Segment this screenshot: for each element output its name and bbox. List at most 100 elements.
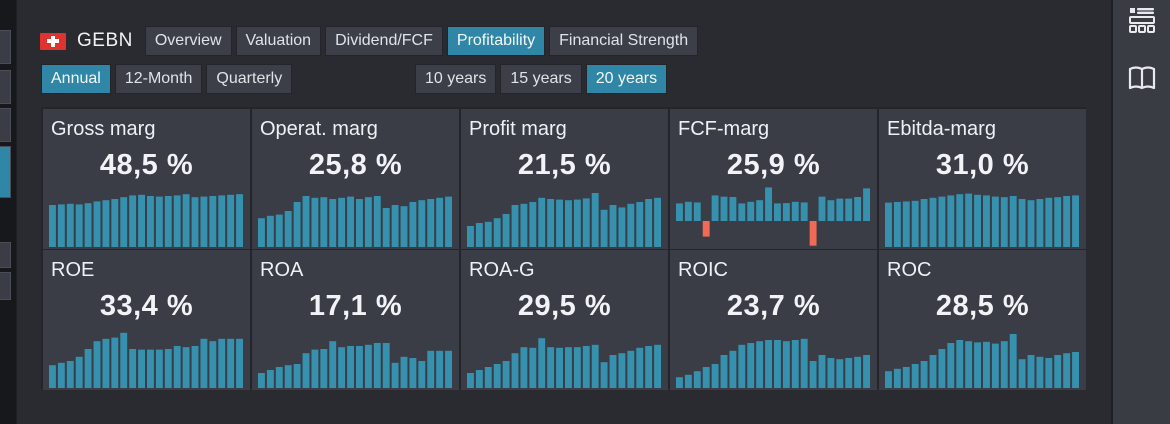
sparkline-bar [965, 341, 973, 388]
period-annual-button[interactable]: Annual [41, 64, 111, 94]
sparkline-bar [258, 373, 265, 388]
metric-card-roa[interactable]: ROA 17,1 % [252, 250, 459, 390]
period-12-month-button[interactable]: 12-Month [114, 64, 203, 94]
metric-card-ebitda-margin[interactable]: Ebitda-marg 31,0 % [879, 109, 1086, 249]
range-20-years-button[interactable]: 20 years [585, 64, 668, 94]
metric-card-profit-margin[interactable]: Profit marg 21,5 % [461, 109, 668, 249]
sparkline-bar [191, 346, 199, 388]
book-button[interactable] [1126, 62, 1158, 94]
sparkline-bar [627, 203, 635, 247]
sparkline-bar [1000, 341, 1008, 388]
sparkline-bar [836, 359, 844, 388]
tab-valuation[interactable]: Valuation [235, 26, 322, 56]
sparkline-bar [947, 343, 955, 388]
sparkline-bar [845, 358, 853, 388]
metric-value: 31,0 % [935, 149, 1030, 181]
sparkline-bar [863, 188, 870, 221]
metric-title: ROA-G [469, 259, 535, 281]
sparkline-bar [338, 347, 346, 388]
sparkline-bar [57, 362, 65, 388]
left-panel-tab-active[interactable] [0, 146, 11, 198]
tab-profitability[interactable]: Profitability [446, 26, 546, 56]
sparkline-bar [800, 338, 808, 388]
sparkline-bar [391, 362, 399, 388]
sparkline-bar [747, 201, 755, 221]
sparkline-bar [93, 341, 101, 388]
left-panel-tab[interactable] [0, 108, 11, 142]
sparkline-bar [266, 370, 274, 388]
sparkline-bar [1063, 196, 1071, 247]
sparkline-bar [885, 371, 892, 388]
metric-card-fcf-margin[interactable]: FCF-marg 25,9 % [670, 109, 877, 249]
sparkline-bar [75, 204, 83, 247]
metric-card-roic[interactable]: ROIC 23,7 % [670, 250, 877, 390]
sparkline-bar [1027, 200, 1035, 247]
sparkline-bar [636, 202, 644, 247]
sparkline-bar [654, 197, 661, 247]
panel-layout-button[interactable] [1126, 4, 1158, 36]
sparkline-bar [818, 196, 826, 221]
sparkline-bar [57, 204, 65, 247]
metric-value: 25,9 % [726, 149, 821, 181]
range-15-years-button[interactable]: 15 years [500, 64, 582, 94]
left-panel-edge [0, 0, 16, 424]
sparkline-bar [702, 367, 710, 388]
sparkline-bar [93, 201, 101, 247]
sparkline-bar [218, 338, 226, 388]
sparkline-bar [938, 196, 946, 247]
metric-card-roe[interactable]: ROE 33,4 % [43, 250, 250, 390]
left-panel-tab[interactable] [0, 272, 11, 300]
sparkline-bar [991, 196, 999, 247]
sparkline-bar [467, 226, 474, 247]
metric-card-roc[interactable]: ROC 28,5 % [879, 250, 1086, 390]
left-panel-tab[interactable] [0, 242, 11, 268]
tab-dividend-fcf[interactable]: Dividend/FCF [325, 26, 443, 56]
sparkline-bar [275, 214, 283, 247]
metric-value: 29,5 % [517, 290, 612, 322]
metric-card-operating-margin[interactable]: Operat. marg 25,8 % [252, 109, 459, 249]
sparkline-bar [836, 198, 844, 221]
metric-sparkline [49, 332, 243, 388]
sparkline-bar [854, 197, 862, 221]
range-10-years-button[interactable]: 10 years [415, 64, 497, 94]
metric-card-gross-margin[interactable]: Gross marg 48,5 % [43, 109, 250, 249]
sparkline-bar [591, 344, 599, 388]
sparkline-bar [111, 337, 119, 388]
sparkline-bar [902, 201, 910, 247]
left-panel-tab[interactable] [0, 30, 11, 64]
sparkline-bar [493, 218, 501, 247]
sparkline-bar [155, 196, 163, 247]
period-quarterly-button[interactable]: Quarterly [206, 64, 293, 94]
sparkline-bar [475, 370, 483, 388]
sparkline-bar [293, 364, 301, 388]
sparkline-bar [436, 350, 444, 388]
sparkline-bar [1027, 355, 1035, 388]
sparkline-bar [782, 203, 790, 221]
sparkline-bar [209, 196, 217, 247]
sparkline-bar [782, 341, 790, 388]
tab-financial-strength[interactable]: Financial Strength [549, 26, 699, 56]
sparkline-bar [983, 195, 990, 247]
sparkline-bar [556, 347, 563, 388]
sparkline-bar [1000, 197, 1008, 247]
sparkline-bar [1054, 197, 1062, 247]
metric-card-roa-g[interactable]: ROA-G 29,5 % [461, 250, 668, 390]
tab-overview[interactable]: Overview [144, 26, 232, 56]
sparkline-bar [765, 340, 772, 388]
sparkline-bar [511, 353, 519, 388]
sparkline-bar [947, 195, 955, 247]
sparkline-bar [729, 350, 737, 388]
sparkline-bar [693, 202, 701, 221]
left-panel-tab[interactable] [0, 70, 11, 104]
metric-title: ROE [51, 259, 95, 281]
sparkline-bar [974, 194, 981, 247]
sparkline-bar [711, 364, 719, 388]
sparkline-bar [102, 338, 110, 388]
header-bar: GEBN Overview Valuation Dividend/FCF Pro… [40, 26, 702, 56]
sparkline-bar [991, 343, 999, 388]
sparkline-bar [284, 365, 292, 388]
sparkline-bar [738, 203, 746, 221]
sparkline-bar [427, 199, 435, 247]
sparkline-bar [129, 195, 137, 247]
sparkline-bar [600, 209, 608, 247]
